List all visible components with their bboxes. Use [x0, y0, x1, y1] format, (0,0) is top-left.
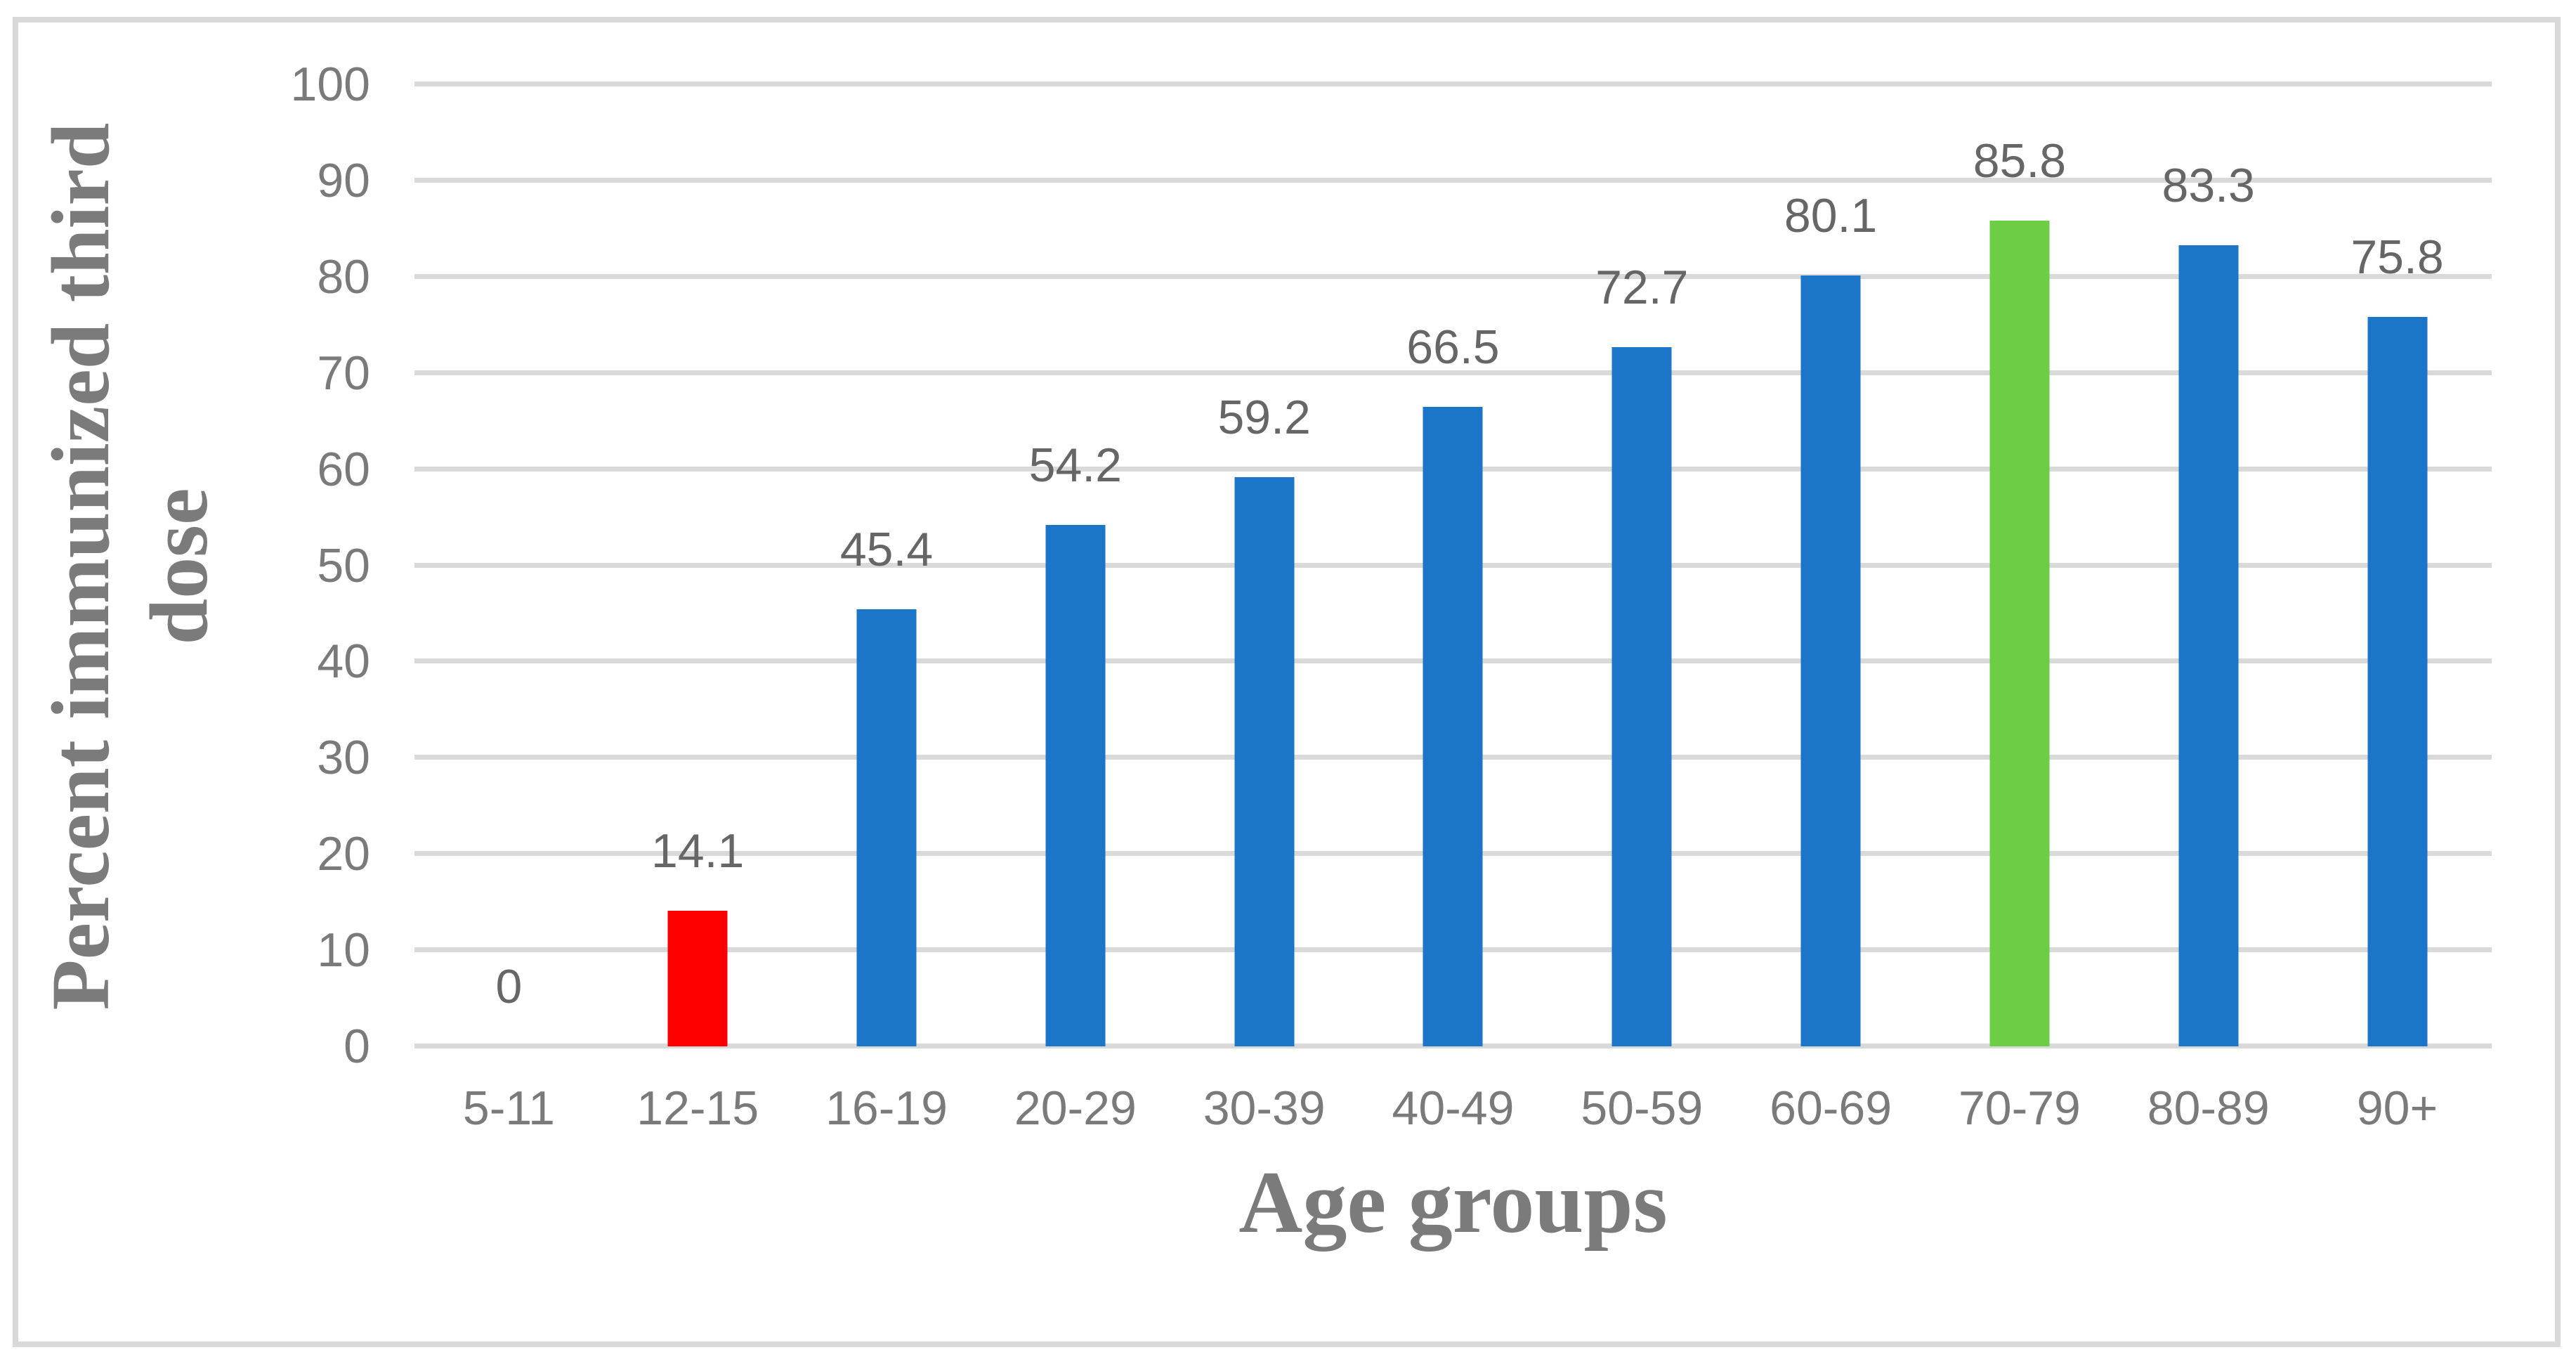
bar-series: 0 14.1 45.4 54.2 59.2 66.5 72.7 80.1 85.8 83.3 75.… [414, 84, 2492, 1046]
bar-20-29 [1045, 525, 1106, 1046]
y-tick-label-50: 50 [317, 538, 370, 592]
bar-40-49 [1423, 406, 1483, 1046]
plot-area: 0 14.1 45.4 54.2 59.2 66.5 72.7 80.1 85.8 83.3 75.… [414, 82, 2492, 1048]
x-tick-label-16-19: 16-19 [825, 1082, 948, 1135]
bar-16-19 [856, 609, 917, 1046]
bar-value-label-80-89: 83.3 [2162, 158, 2255, 212]
bar-slot-80-89: 83.3 [2114, 84, 2303, 1046]
y-tick-label-90: 90 [317, 153, 370, 207]
bar-slot-40-49: 66.5 [1359, 84, 1548, 1046]
bar-12-15 [667, 910, 728, 1046]
y-tick-label-40: 40 [317, 635, 370, 689]
bar-value-label-70-79: 85.8 [1973, 134, 2067, 188]
bar-value-label-12-15: 14.1 [651, 824, 745, 878]
bar-slot-30-39: 59.2 [1170, 84, 1359, 1046]
x-tick-label-30-39: 30-39 [1203, 1082, 1326, 1135]
bar-value-label-90+: 75.8 [2351, 230, 2444, 285]
x-tick-label-20-29: 20-29 [1014, 1082, 1137, 1135]
y-tick-label-60: 60 [317, 442, 370, 496]
x-axis-title: Age groups [1238, 1154, 1668, 1252]
x-tick-label-90+: 90+ [2356, 1082, 2438, 1135]
bar-value-label-30-39: 59.2 [1217, 390, 1311, 444]
gridline-100 [414, 82, 2492, 86]
bar-slot-50-59: 72.7 [1548, 84, 1737, 1046]
y-tick-label-20: 20 [317, 827, 370, 881]
bar-slot-16-19: 45.4 [792, 84, 981, 1046]
x-tick-label-80-89: 80-89 [2147, 1082, 2270, 1135]
chart-border-frame [13, 17, 2561, 1347]
gridline-90 [414, 177, 2492, 183]
bar-90+ [2367, 317, 2428, 1046]
y-axis-title-line-1: Percent immunized third [34, 122, 126, 1011]
bar-value-label-40-49: 66.5 [1406, 320, 1500, 374]
x-tick-label-40-49: 40-49 [1392, 1082, 1515, 1135]
bar-slot-12-15: 14.1 [603, 84, 792, 1046]
gridline-70 [414, 370, 2492, 375]
x-tick-label-50-59: 50-59 [1581, 1082, 1704, 1135]
y-tick-label-70: 70 [317, 346, 370, 400]
bar-60-69 [1800, 275, 1861, 1046]
bar-70-79 [1989, 221, 2050, 1046]
bar-slot-5-11: 0 [414, 84, 603, 1046]
y-tick-label-30: 30 [317, 731, 370, 785]
gridline-80 [414, 273, 2492, 279]
bar-value-label-5-11: 0 [495, 960, 523, 1013]
x-tick-label-70-79: 70-79 [1958, 1082, 2081, 1135]
bar-value-label-20-29: 54.2 [1028, 439, 1123, 493]
x-tick-label-12-15: 12-15 [636, 1082, 759, 1135]
bar-value-label-16-19: 45.4 [839, 523, 934, 577]
bar-slot-20-29: 54.2 [981, 84, 1170, 1046]
y-tick-label-100: 100 [290, 58, 370, 111]
x-tick-label-5-11: 5-11 [462, 1082, 555, 1135]
y-tick-label-0: 0 [344, 1020, 370, 1073]
bar-slot-90+: 75.8 [2303, 84, 2492, 1046]
y-tick-label-10: 10 [317, 923, 370, 977]
y-tick-label-80: 80 [317, 249, 370, 304]
x-axis-tick-labels: 5-11 12-15 16-19 20-29 30-39 40-49 50-59 60-69 7… [414, 1083, 2492, 1134]
bar-value-label-60-69: 80.1 [1784, 189, 1878, 243]
bar-80-89 [2178, 245, 2239, 1046]
y-axis-tick-labels: 0 10 20 30 40 50 60 70 80 90 100 [159, 0, 370, 1364]
bar-slot-70-79: 85.8 [1926, 84, 2114, 1046]
bar-slot-60-69: 80.1 [1737, 84, 1926, 1046]
x-tick-label-60-69: 60-69 [1770, 1082, 1892, 1135]
bar-30-39 [1234, 476, 1295, 1046]
bar-value-label-50-59: 72.7 [1595, 260, 1689, 314]
bar-50-59 [1611, 346, 1672, 1046]
